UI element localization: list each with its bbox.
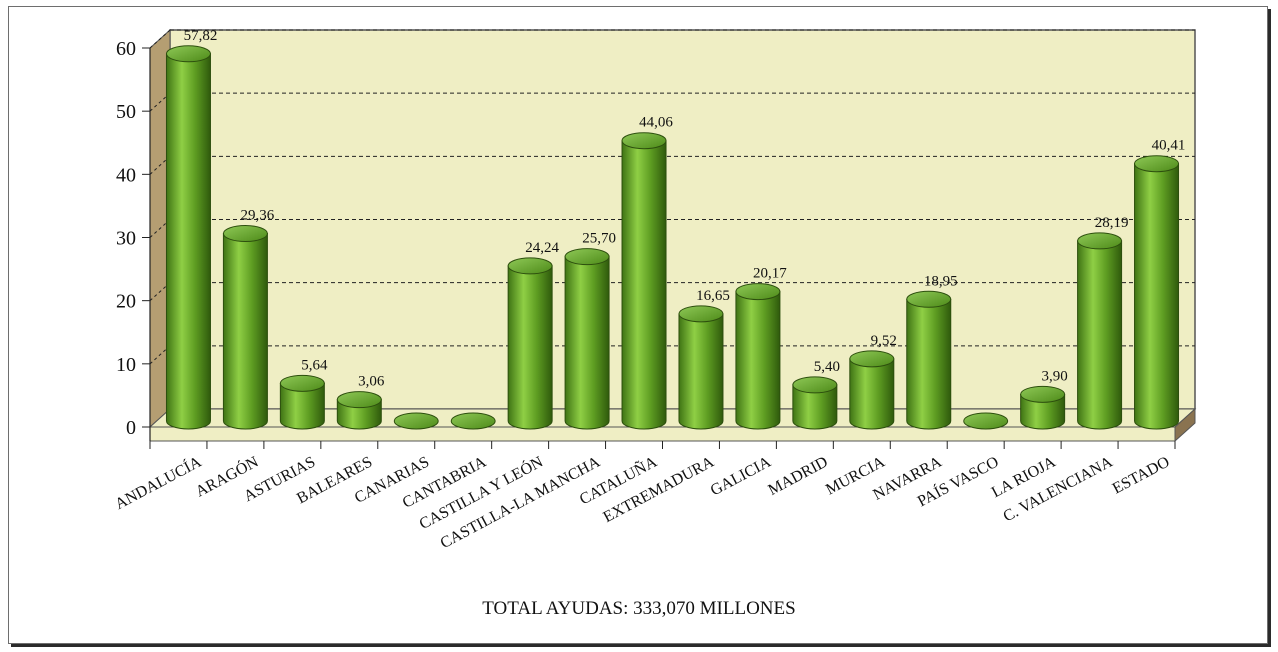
bar-top xyxy=(792,376,838,394)
bar xyxy=(621,132,667,430)
bar-top xyxy=(336,391,382,409)
bar-body xyxy=(735,291,781,430)
x-tick-label: GALICIA xyxy=(708,453,774,499)
data-label: 3,06 xyxy=(358,374,385,390)
gridlines xyxy=(149,29,1195,365)
data-label: 9,52 xyxy=(871,333,897,349)
bar xyxy=(963,412,1009,430)
bar-top xyxy=(1077,232,1123,250)
bar-top xyxy=(450,412,496,430)
bar xyxy=(393,412,439,430)
gridline-side xyxy=(149,29,171,49)
bar xyxy=(792,376,838,430)
data-label: 5,64 xyxy=(301,357,328,373)
bar-body xyxy=(1077,240,1123,430)
bar-body xyxy=(165,53,211,430)
total-caption: TOTAL AYUDAS: 333,070 MILLONES xyxy=(482,598,796,619)
data-label: 29,36 xyxy=(241,208,275,224)
floor-side xyxy=(1174,407,1196,443)
bar-chart: 0 10 20 30 40 50 60 57,82 29,36 5,64 3,06 24,24 25,… xyxy=(111,28,1197,552)
bar xyxy=(279,374,325,430)
bar xyxy=(678,305,724,430)
bar-top xyxy=(621,132,667,150)
data-label: 57,82 xyxy=(184,28,218,44)
bar-top xyxy=(393,412,439,430)
bar-top xyxy=(1134,155,1180,173)
bar xyxy=(222,225,268,430)
bar-body xyxy=(279,382,325,430)
bar-top xyxy=(735,283,781,301)
x-axis: ANDALUCÍAARAGÓNASTURIASBALEARESCANARIASC… xyxy=(111,441,1176,552)
bar-top xyxy=(222,225,268,243)
bar-body xyxy=(222,233,268,430)
bar-body xyxy=(678,313,724,430)
bar-top xyxy=(279,374,325,392)
bar xyxy=(507,257,553,430)
data-label: 3,90 xyxy=(1042,368,1068,384)
bar-body xyxy=(621,140,667,430)
x-tick-label: MADRID xyxy=(765,454,830,499)
y-tick-label: 20 xyxy=(116,291,136,313)
data-label: 20,17 xyxy=(753,266,787,282)
bar-body xyxy=(906,298,952,430)
data-label: 18,95 xyxy=(924,273,958,289)
x-tick-label: ANDALUCÍA xyxy=(111,452,204,514)
y-tick-label: 60 xyxy=(116,38,136,60)
gridline-side xyxy=(149,345,171,365)
bar xyxy=(1134,155,1180,430)
gridline-side xyxy=(149,282,171,302)
bar-body xyxy=(849,358,895,430)
bar-top xyxy=(906,290,952,308)
bar-top xyxy=(1020,385,1066,403)
y-tick-label: 10 xyxy=(116,354,136,376)
y-tick-label: 0 xyxy=(126,417,136,439)
bar-body xyxy=(1134,163,1180,430)
bar-top xyxy=(507,257,553,275)
bar xyxy=(1077,232,1123,430)
data-label: 44,06 xyxy=(639,115,673,131)
bar-top xyxy=(849,350,895,368)
bar-top xyxy=(963,412,1009,430)
bar-top xyxy=(165,45,211,63)
data-label: 24,24 xyxy=(525,240,559,256)
data-label: 28,19 xyxy=(1095,215,1129,231)
gridline-side xyxy=(149,92,171,112)
y-tick-label: 30 xyxy=(116,228,136,250)
y-axis: 0 10 20 30 40 50 60 xyxy=(116,38,151,441)
bars-group: 57,82 29,36 5,64 3,06 24,24 25,70 44,06 16,65 20… xyxy=(165,28,1186,430)
gridline-side xyxy=(149,219,171,238)
bar-body xyxy=(1020,393,1066,430)
bar xyxy=(450,412,496,430)
bar-body xyxy=(564,256,610,430)
data-label: 5,40 xyxy=(814,359,840,375)
bar xyxy=(564,248,610,430)
gridline-side xyxy=(149,155,171,175)
bar xyxy=(906,290,952,430)
bar xyxy=(849,350,895,430)
bar xyxy=(735,283,781,430)
bar-body xyxy=(792,384,838,430)
bar-body xyxy=(507,265,553,430)
bar xyxy=(336,391,382,430)
bar xyxy=(165,45,211,430)
data-label: 25,70 xyxy=(582,231,616,247)
y-tick-label: 40 xyxy=(116,164,136,186)
bar-top xyxy=(678,305,724,323)
bar xyxy=(1020,385,1066,430)
data-label: 40,41 xyxy=(1152,138,1186,154)
x-tick-label: ESTADO xyxy=(1110,454,1173,498)
bar-top xyxy=(564,248,610,266)
data-label: 16,65 xyxy=(696,288,730,304)
y-tick-label: 50 xyxy=(116,101,136,123)
